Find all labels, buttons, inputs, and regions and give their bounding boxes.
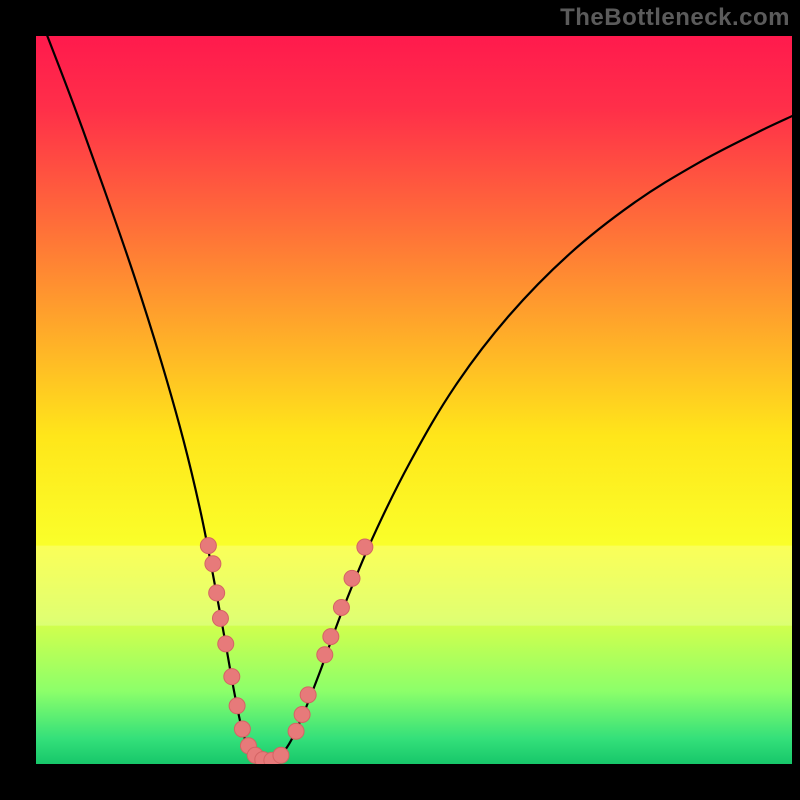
- data-marker: [224, 669, 240, 685]
- watermark-text: TheBottleneck.com: [560, 4, 790, 32]
- chart-frame: TheBottleneck.com: [0, 0, 800, 800]
- data-marker: [273, 747, 289, 763]
- data-marker: [234, 721, 250, 737]
- data-marker: [294, 707, 310, 723]
- data-marker: [229, 698, 245, 714]
- chart-svg: [36, 36, 792, 764]
- data-marker: [218, 636, 234, 652]
- data-marker: [288, 723, 304, 739]
- data-marker: [357, 539, 373, 555]
- data-marker: [200, 538, 216, 554]
- chart-background: [36, 36, 792, 764]
- lighter-band: [36, 546, 792, 626]
- plot-area: [36, 36, 792, 764]
- data-marker: [344, 570, 360, 586]
- data-marker: [333, 599, 349, 615]
- data-marker: [205, 556, 221, 572]
- data-marker: [323, 629, 339, 645]
- data-marker: [300, 687, 316, 703]
- data-marker: [209, 585, 225, 601]
- data-marker: [212, 610, 228, 626]
- data-marker: [317, 647, 333, 663]
